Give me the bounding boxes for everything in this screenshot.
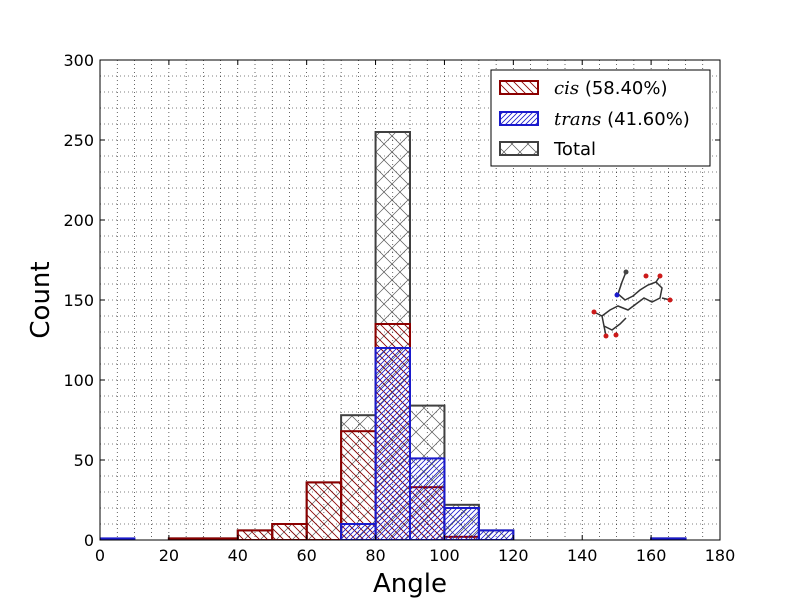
x-tick-label: 100 — [429, 546, 460, 565]
x-tick-label: 180 — [705, 546, 736, 565]
bar-trans-100 — [443, 507, 480, 540]
bar-cis-60 — [305, 481, 343, 540]
legend-entry-trans: trans (41.60%) — [554, 109, 690, 130]
x-axis-title: Angle — [373, 569, 447, 599]
x-tick-label: 160 — [636, 546, 667, 565]
x-tick-label: 0 — [95, 546, 105, 565]
x-tick-label: 60 — [296, 546, 316, 565]
y-tick-label: 150 — [63, 291, 94, 310]
y-tick-label: 300 — [63, 51, 94, 70]
bars — [100, 131, 687, 540]
bar-trans-110 — [477, 529, 515, 540]
bar-cis-40 — [236, 529, 274, 540]
y-tick-label: 50 — [74, 451, 94, 470]
x-tick-label: 140 — [567, 546, 598, 565]
legend-entry-total: Total — [553, 139, 596, 160]
molecule-image — [591, 269, 673, 339]
legend-entry-cis: cis (58.40%) — [554, 78, 668, 99]
y-tick-label: 100 — [63, 371, 94, 390]
bar-trans-70 — [340, 523, 377, 540]
legend: cis (58.40%) trans (41.60%) Total — [490, 69, 711, 167]
bar-trans-0 — [100, 537, 136, 540]
legend-swatch-total — [499, 141, 539, 156]
y-tick-label: 0 — [84, 531, 94, 550]
x-tick-label: 80 — [365, 546, 385, 565]
legend-swatch-cis — [499, 80, 539, 95]
x-tick-label: 40 — [228, 546, 248, 565]
bar-trans-80 — [374, 347, 411, 540]
bar-cis-50 — [271, 523, 308, 540]
y-axis-title: Count — [26, 261, 56, 338]
x-tick-label: 120 — [498, 546, 529, 565]
legend-swatch-trans — [499, 111, 539, 126]
y-tick-label: 200 — [63, 211, 94, 230]
ticks: 0 20 40 60 80 100 120 140 160 180 0 50 100 150 200 250 3… — [63, 51, 735, 565]
bar-trans-90 — [409, 457, 446, 540]
y-tick-label: 250 — [63, 131, 94, 150]
x-tick-label: 20 — [159, 546, 179, 565]
